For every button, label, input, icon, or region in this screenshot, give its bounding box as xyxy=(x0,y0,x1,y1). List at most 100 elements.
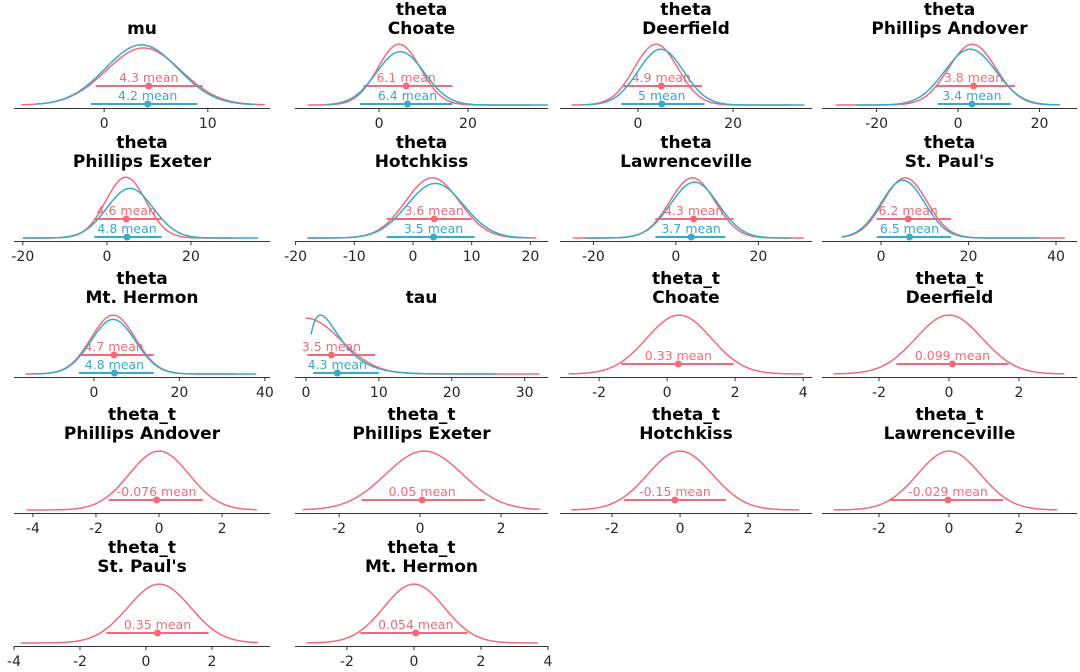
density-curve-chain_0 xyxy=(20,583,259,644)
subplot-title: Hotchkiss xyxy=(375,152,469,172)
x-tick-label: 4 xyxy=(799,385,808,401)
subplot-title: mu xyxy=(127,19,157,39)
subplot-title: theta xyxy=(116,133,167,153)
x-tick-label: 2 xyxy=(1014,521,1023,537)
density-curve-chain_0 xyxy=(306,583,538,644)
mean-label: 5 mean xyxy=(638,88,685,103)
x-tick-label: 0 xyxy=(409,654,418,670)
x-tick-label: 20 xyxy=(749,249,767,265)
x-tick-label: 0 xyxy=(676,521,685,537)
mean-point-chain_0 xyxy=(122,215,130,223)
x-tick-label: 0 xyxy=(671,249,680,265)
mean-point-chain_0 xyxy=(412,629,420,637)
subplot-title: theta_t xyxy=(388,538,456,558)
subplot-title: theta_t xyxy=(388,405,456,425)
density-curve-chain_1 xyxy=(325,50,548,106)
subplot-17: theta_tMt. Hermon -2 0 2 4 0.054 mean xyxy=(295,538,553,670)
subplot-title: Lawrenceville xyxy=(884,424,1016,444)
x-tick-label: -20 xyxy=(582,249,605,265)
x-tick-label: 0 xyxy=(877,249,886,265)
x-tick-label: -10 xyxy=(343,249,366,265)
mean-point-chain_0 xyxy=(418,496,426,504)
mean-point-chain_0 xyxy=(145,82,153,90)
subplot-title: St. Paul's xyxy=(905,152,994,172)
mean-label: 3.4 mean xyxy=(942,88,1001,103)
mean-point-chain_0 xyxy=(430,215,438,223)
mean-label: 6.2 mean xyxy=(879,203,938,218)
subplot-title: theta_t xyxy=(652,405,720,425)
x-tick-label: 0 xyxy=(100,116,109,132)
mean-label: 4.9 mean xyxy=(632,70,691,85)
mean-label: 0.35 mean xyxy=(124,617,191,632)
mean-point-chain_1 xyxy=(658,100,666,108)
mean-label: 0.054 mean xyxy=(378,617,453,632)
mean-point-chain_1 xyxy=(144,100,152,108)
x-tick-label: 2 xyxy=(477,654,486,670)
subplot-title: theta xyxy=(924,0,975,20)
mean-point-chain_0 xyxy=(657,82,665,90)
mean-point-chain_1 xyxy=(110,369,118,377)
mean-point-chain_0 xyxy=(904,215,912,223)
mean-label: 3.8 mean xyxy=(944,70,1003,85)
mean-label: 4.3 mean xyxy=(119,70,178,85)
x-tick-label: 10 xyxy=(199,116,217,132)
x-tick-label: 20 xyxy=(443,385,461,401)
subplot-title: Deerfield xyxy=(642,19,730,39)
subplot-title: theta xyxy=(116,269,167,289)
mean-label: 6.5 mean xyxy=(880,221,939,236)
subplot-title: Mt. Hermon xyxy=(85,288,198,308)
density-curve-chain_1 xyxy=(307,182,531,239)
x-tick-label: 2 xyxy=(497,521,506,537)
subplot-title: theta_t xyxy=(108,538,176,558)
mean-label: 3.6 mean xyxy=(404,203,463,218)
mean-point-chain_1 xyxy=(430,233,438,241)
mean-label: 0.05 mean xyxy=(388,484,455,499)
x-tick-label: 4 xyxy=(544,654,553,670)
x-tick-label: 0 xyxy=(663,385,672,401)
subplot-title: Hotchkiss xyxy=(639,424,733,444)
density-curve-chain_1 xyxy=(585,181,792,239)
subplot-title: Choate xyxy=(388,19,455,39)
subplot-title: theta xyxy=(396,133,447,153)
x-tick-label: -2 xyxy=(592,385,606,401)
x-tick-label: 2 xyxy=(1014,385,1023,401)
mean-label: 4.8 mean xyxy=(97,221,156,236)
mean-point-chain_1 xyxy=(687,233,695,241)
x-tick-label: 2 xyxy=(744,521,753,537)
subplot-title: theta xyxy=(396,0,447,20)
x-tick-label: 20 xyxy=(960,249,978,265)
mean-label: 4.2 mean xyxy=(118,88,177,103)
subplot-title: theta_t xyxy=(916,405,984,425)
x-tick-label: -2 xyxy=(340,654,354,670)
x-tick-label: 0 xyxy=(634,116,643,132)
x-tick-label: 2 xyxy=(731,385,740,401)
mean-point-chain_0 xyxy=(944,496,952,504)
mean-label: -0.029 mean xyxy=(908,484,988,499)
x-tick-label: 0 xyxy=(141,654,150,670)
x-tick-label: 0 xyxy=(416,521,425,537)
mean-point-chain_1 xyxy=(905,233,913,241)
x-tick-label: 40 xyxy=(256,385,274,401)
mean-point-chain_0 xyxy=(690,215,698,223)
x-tick-label: 0 xyxy=(954,116,963,132)
density-curve-chain_1 xyxy=(34,318,257,375)
x-tick-label: 20 xyxy=(1031,116,1049,132)
mean-label: -0.076 mean xyxy=(117,484,197,499)
subplot-title: Phillips Exeter xyxy=(352,424,491,444)
subplot-title: theta_t xyxy=(916,269,984,289)
density-curve-chain_0 xyxy=(833,314,1065,375)
x-tick-label: 20 xyxy=(521,249,539,265)
subplot-title: St. Paul's xyxy=(97,557,186,577)
density-curve-chain_0 xyxy=(841,177,1065,239)
subplot-title: Lawrenceville xyxy=(620,152,752,172)
mean-label: 4.3 mean xyxy=(664,203,723,218)
mean-point-chain_0 xyxy=(110,351,118,359)
x-tick-label: -2 xyxy=(73,654,87,670)
subplot-title: Choate xyxy=(652,288,719,308)
